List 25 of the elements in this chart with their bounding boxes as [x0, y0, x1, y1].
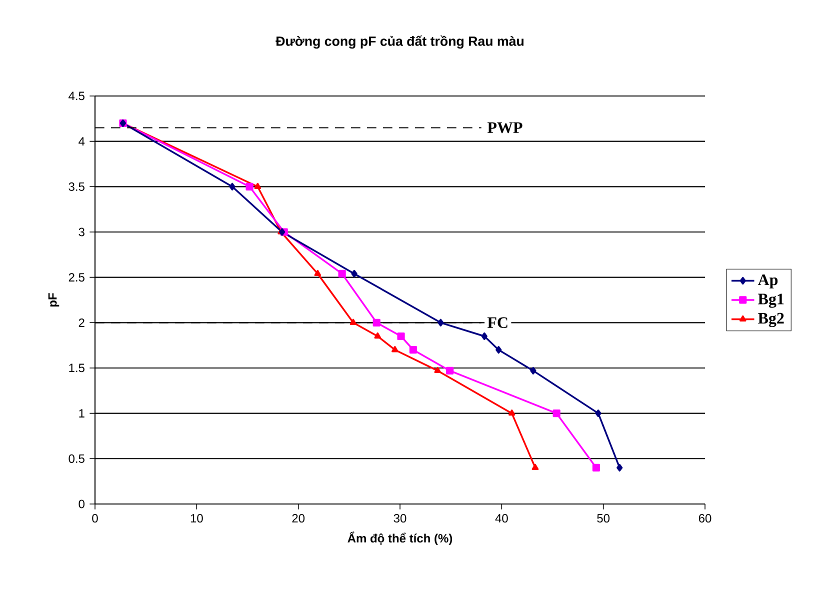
chart-title: Đường cong pF của đất trồng Rau màu	[276, 36, 524, 49]
y-tick-label: 4	[78, 137, 85, 146]
y-tick-label: 4.5	[68, 92, 84, 100]
legend-label: Bg2	[758, 312, 784, 328]
y-tick-label: 0.5	[68, 454, 84, 463]
x-tick-label: 20	[292, 514, 305, 523]
x-tick-label: 10	[190, 514, 203, 523]
x-tick-label: 40	[495, 514, 508, 523]
y-tick-label: 2	[78, 318, 84, 327]
x-tick-label: 30	[394, 514, 406, 523]
x-tick-label: 60	[698, 514, 712, 523]
y-tick-label: 2.5	[68, 273, 84, 282]
ref-line-label: PWP	[487, 122, 522, 134]
x-tick-label: 50	[597, 514, 610, 523]
legend-label: Ap	[758, 274, 778, 288]
y-tick-label: 3.5	[68, 182, 84, 191]
x-axis-title: Ẩm độ thể tích (%)	[348, 532, 452, 545]
y-tick-label: 3	[78, 228, 84, 236]
ref-line-label: FC	[487, 317, 508, 328]
x-tick-label: 0	[92, 514, 98, 523]
y-tick-label: 1	[79, 409, 84, 418]
legend-label: Bg1	[758, 294, 784, 308]
y-tick-label: 0	[78, 500, 84, 508]
y-axis-title: pF	[48, 293, 60, 307]
y-tick-label: 1.5	[69, 364, 84, 372]
